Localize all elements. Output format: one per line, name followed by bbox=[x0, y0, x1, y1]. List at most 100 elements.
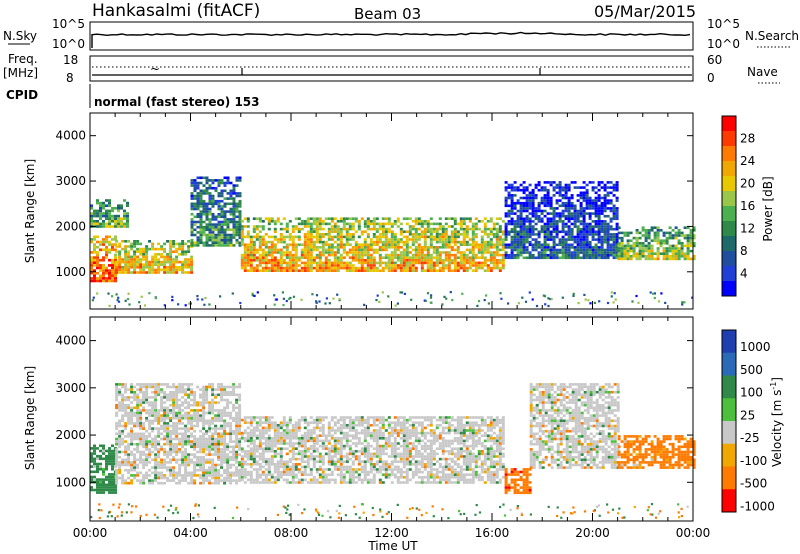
velocity-cell bbox=[118, 442, 122, 446]
velocity-cell bbox=[208, 383, 212, 386]
velocity-cell bbox=[118, 440, 122, 443]
velocity-cell bbox=[199, 437, 203, 441]
power-cell bbox=[120, 225, 123, 228]
power-cell bbox=[235, 225, 239, 229]
velocity-cell bbox=[270, 460, 274, 463]
velocity-cell bbox=[181, 474, 185, 477]
velocity-cell bbox=[252, 442, 256, 445]
power-cell bbox=[93, 256, 96, 259]
power-cell bbox=[270, 243, 274, 246]
power-cell bbox=[99, 214, 102, 218]
power-cell bbox=[145, 263, 149, 266]
power-cell bbox=[169, 263, 173, 266]
velocity-cell bbox=[142, 476, 146, 480]
power-cell bbox=[525, 240, 529, 244]
freq-strip: Freq. [MHz] 18 8 60 0 Nave ~ bbox=[3, 52, 780, 85]
power-cell bbox=[420, 253, 424, 257]
velocity-cell bbox=[205, 393, 209, 397]
power-cell bbox=[315, 240, 319, 244]
velocity-cell bbox=[199, 458, 203, 462]
velocity-cell bbox=[136, 442, 140, 446]
power-cell bbox=[172, 242, 176, 246]
power-cell bbox=[163, 242, 167, 246]
power-cell bbox=[384, 256, 388, 259]
velocity-cell bbox=[139, 388, 143, 391]
power-cell bbox=[232, 207, 236, 211]
power-cell bbox=[671, 249, 675, 253]
power-cell bbox=[249, 256, 253, 259]
velocity-cell bbox=[151, 479, 155, 482]
velocity-cell bbox=[255, 429, 259, 432]
power-cell bbox=[199, 199, 203, 203]
velocity-cell bbox=[190, 440, 194, 443]
power-cell bbox=[609, 253, 613, 257]
power-cell bbox=[522, 251, 526, 254]
power-cell bbox=[372, 261, 376, 265]
velocity-cell bbox=[108, 478, 111, 481]
power-cell bbox=[570, 194, 574, 197]
power-cell bbox=[444, 217, 448, 220]
power-cell bbox=[677, 249, 681, 253]
power-cell bbox=[306, 225, 310, 228]
power-cell bbox=[336, 261, 340, 265]
power-cell bbox=[423, 240, 427, 244]
power-cell bbox=[426, 248, 430, 252]
power-cell bbox=[492, 256, 496, 259]
velocity-cell bbox=[255, 481, 259, 484]
power-cell bbox=[390, 251, 394, 254]
velocity-cell bbox=[127, 448, 131, 451]
power-cell bbox=[217, 225, 221, 229]
velocity-cell bbox=[235, 401, 239, 404]
velocity-cell bbox=[139, 424, 143, 428]
power-cell bbox=[111, 225, 114, 228]
power-cell bbox=[429, 246, 433, 249]
power-cell bbox=[324, 256, 328, 259]
velocity-cell bbox=[172, 448, 176, 451]
power-cell bbox=[426, 259, 430, 262]
power-cell bbox=[130, 271, 134, 274]
power-cell bbox=[507, 194, 511, 197]
velocity-cell bbox=[199, 442, 203, 446]
velocity-cell bbox=[145, 409, 149, 412]
power-cell bbox=[524, 300, 528, 303]
power-cell bbox=[369, 266, 373, 270]
power-cell bbox=[181, 253, 185, 256]
velocity-cell bbox=[264, 437, 268, 440]
power-cell bbox=[510, 248, 514, 252]
power-cell bbox=[90, 204, 93, 207]
power-cell bbox=[564, 238, 568, 241]
velocity-cell bbox=[172, 416, 176, 420]
velocity-cell bbox=[240, 437, 244, 440]
power-cell bbox=[190, 255, 194, 259]
velocity-cell bbox=[136, 406, 140, 410]
power-cell bbox=[468, 227, 472, 231]
power-cell bbox=[456, 251, 460, 254]
velocity-cell bbox=[115, 448, 119, 451]
velocity-cell bbox=[172, 385, 176, 389]
power-cell bbox=[336, 248, 340, 252]
power-cell bbox=[498, 269, 502, 272]
velocity-cell bbox=[121, 463, 125, 467]
power-cell bbox=[579, 227, 583, 231]
power-cell bbox=[282, 238, 286, 241]
velocity-cell bbox=[190, 453, 194, 456]
power-cell bbox=[279, 259, 283, 262]
velocity-cell bbox=[151, 429, 155, 433]
power-cell bbox=[151, 263, 155, 266]
power-cell bbox=[405, 238, 409, 241]
velocity-cell bbox=[178, 383, 182, 386]
power-cell bbox=[211, 194, 215, 198]
power-cell bbox=[567, 253, 571, 257]
power-cell bbox=[561, 251, 565, 254]
power-cell bbox=[606, 235, 610, 239]
velocity-cell bbox=[184, 398, 188, 402]
power-cell bbox=[372, 233, 376, 236]
velocity-cell bbox=[217, 401, 221, 404]
power-cell bbox=[570, 181, 574, 184]
power-cell bbox=[450, 246, 454, 249]
velocity-cell bbox=[190, 424, 194, 428]
power-cell bbox=[417, 246, 421, 249]
power-cell bbox=[190, 238, 194, 242]
power-cell bbox=[378, 300, 381, 303]
velocity-cell bbox=[178, 481, 182, 485]
